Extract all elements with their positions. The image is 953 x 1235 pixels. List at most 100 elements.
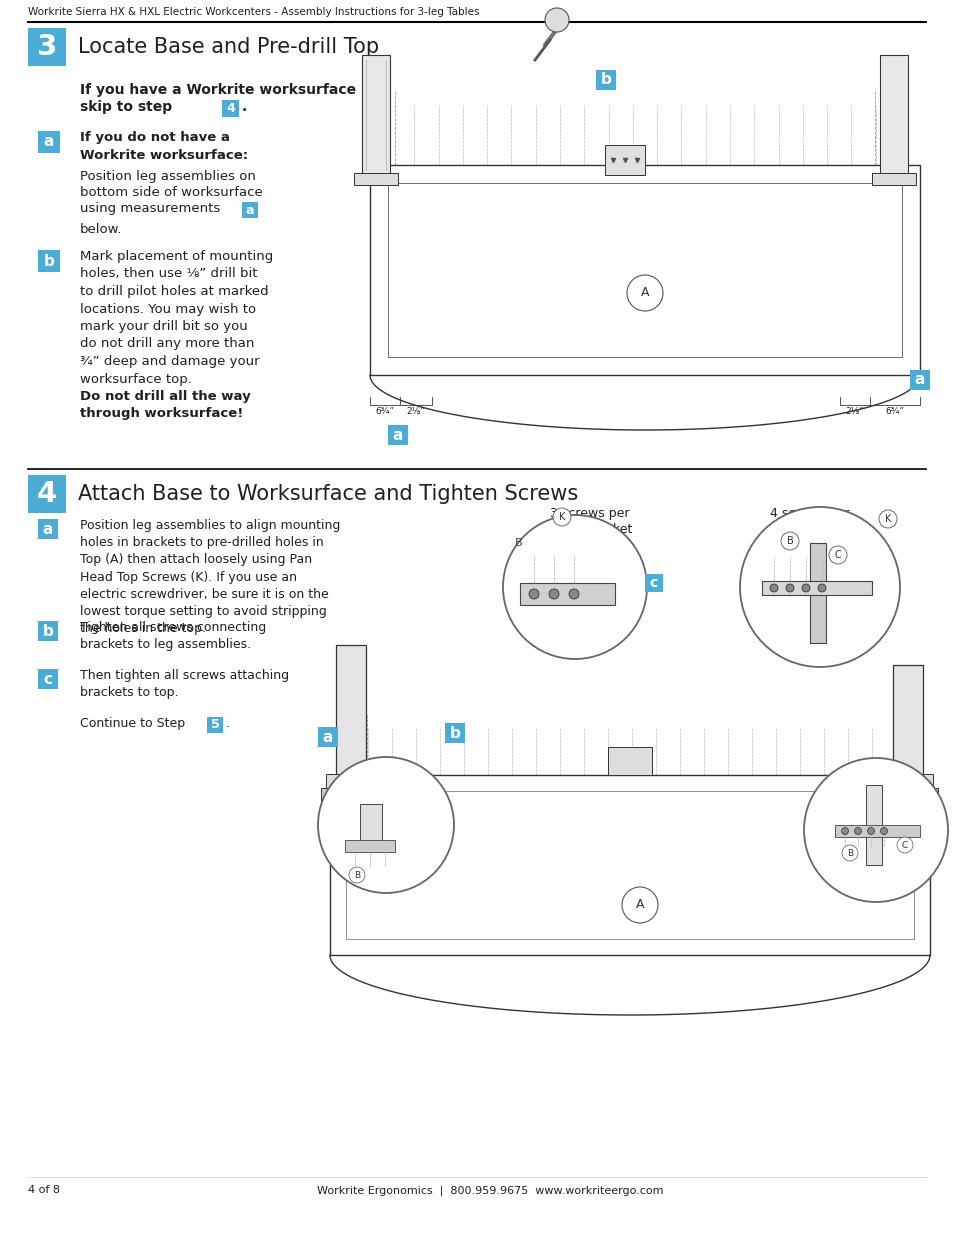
Text: Do not drill all the way
through worksurface!: Do not drill all the way through worksur…	[80, 390, 251, 420]
FancyBboxPatch shape	[388, 425, 408, 445]
Circle shape	[502, 515, 646, 659]
Text: a: a	[393, 427, 403, 442]
Text: below.: below.	[80, 224, 122, 236]
Text: Mark placement of mounting
holes, then use ⅛” drill bit
to drill pilot holes at : Mark placement of mounting holes, then u…	[80, 249, 273, 385]
Bar	[519, 583, 615, 605]
Text: c: c	[649, 576, 658, 590]
FancyBboxPatch shape	[444, 722, 464, 743]
Bar	[761, 580, 871, 595]
Text: using measurements: using measurements	[80, 203, 229, 215]
Text: b: b	[449, 725, 460, 741]
Text: K: K	[558, 513, 564, 522]
Circle shape	[621, 887, 658, 923]
Text: 3: 3	[37, 33, 57, 61]
Text: If you have a Workrite worksurface: If you have a Workrite worksurface	[80, 83, 355, 98]
FancyBboxPatch shape	[38, 519, 58, 538]
FancyBboxPatch shape	[242, 203, 257, 219]
Text: 2⅛”: 2⅛”	[844, 408, 863, 416]
Text: a: a	[914, 373, 924, 388]
Bar	[607, 747, 651, 776]
Circle shape	[878, 510, 896, 529]
Bar	[871, 173, 915, 185]
Bar	[359, 804, 381, 842]
Circle shape	[568, 589, 578, 599]
Text: a: a	[43, 521, 53, 536]
Text: C: C	[834, 550, 841, 559]
Text: b: b	[600, 73, 611, 88]
Text: B: B	[354, 871, 359, 879]
Bar	[320, 788, 380, 803]
Text: Then tighten all screws attaching
brackets to top.: Then tighten all screws attaching bracke…	[80, 669, 289, 699]
Text: If you do not have a
Workrite worksurface:: If you do not have a Workrite worksurfac…	[80, 131, 248, 162]
Text: .: .	[226, 718, 230, 730]
FancyBboxPatch shape	[38, 249, 60, 272]
Text: 4 of 8: 4 of 8	[28, 1186, 60, 1195]
Text: .: .	[242, 100, 247, 114]
Text: Workrite Sierra HX & HXL Electric Workcenters - Assembly Instructions for 3-leg : Workrite Sierra HX & HXL Electric Workce…	[28, 7, 479, 17]
Circle shape	[896, 837, 912, 853]
Circle shape	[785, 584, 793, 592]
Bar	[834, 825, 919, 837]
Text: b: b	[43, 624, 53, 638]
Bar	[892, 664, 923, 776]
FancyBboxPatch shape	[38, 131, 60, 153]
Circle shape	[828, 546, 846, 564]
Bar	[354, 173, 397, 185]
FancyBboxPatch shape	[317, 727, 337, 747]
Circle shape	[740, 508, 899, 667]
Bar	[882, 774, 932, 789]
Circle shape	[801, 584, 809, 592]
Text: a: a	[322, 730, 333, 745]
FancyBboxPatch shape	[38, 669, 58, 689]
Text: Workrite Ergonomics  |  800.959.9675  www.workriteergo.com: Workrite Ergonomics | 800.959.9675 www.w…	[316, 1186, 662, 1195]
Circle shape	[817, 584, 825, 592]
Text: a: a	[44, 135, 54, 149]
Circle shape	[349, 867, 365, 883]
Text: 4: 4	[226, 103, 234, 115]
Text: b: b	[44, 253, 54, 268]
Circle shape	[553, 508, 571, 526]
FancyBboxPatch shape	[909, 370, 929, 390]
Circle shape	[880, 827, 886, 835]
FancyBboxPatch shape	[207, 718, 223, 734]
Bar	[604, 144, 644, 175]
Text: 6¾”: 6¾”	[375, 408, 395, 416]
FancyBboxPatch shape	[28, 475, 66, 513]
Text: Position leg assemblies on: Position leg assemblies on	[80, 170, 255, 183]
Circle shape	[626, 275, 662, 311]
Text: A: A	[640, 287, 649, 300]
Text: 4 screws per
End Bracket: 4 screws per End Bracket	[769, 508, 849, 536]
Text: 3 screws per
Short Bracket: 3 screws per Short Bracket	[547, 508, 632, 536]
Text: bottom side of worksurface: bottom side of worksurface	[80, 186, 262, 199]
Circle shape	[841, 827, 847, 835]
Circle shape	[548, 589, 558, 599]
Text: skip to step: skip to step	[80, 100, 182, 114]
Text: A: A	[635, 899, 643, 911]
Bar	[809, 543, 825, 643]
Circle shape	[544, 7, 568, 32]
Circle shape	[841, 845, 857, 861]
Circle shape	[781, 532, 799, 550]
FancyBboxPatch shape	[222, 100, 239, 117]
Bar	[335, 645, 366, 776]
FancyBboxPatch shape	[28, 28, 66, 65]
Text: Attach Base to Worksurface and Tighten Screws: Attach Base to Worksurface and Tighten S…	[78, 484, 578, 504]
Text: 5: 5	[211, 719, 219, 731]
Text: 6¾”: 6¾”	[884, 408, 903, 416]
Bar	[326, 774, 375, 789]
Text: Tighten all screws connecting
brackets to leg assemblies.: Tighten all screws connecting brackets t…	[80, 621, 266, 651]
Circle shape	[854, 827, 861, 835]
Text: C: C	[901, 841, 907, 850]
Text: B: B	[846, 848, 852, 857]
Circle shape	[769, 584, 778, 592]
Bar	[865, 785, 882, 864]
Text: Position leg assemblies to align mounting
holes in brackets to pre-drilled holes: Position leg assemblies to align mountin…	[80, 519, 340, 635]
Text: Locate Base and Pre-drill Top: Locate Base and Pre-drill Top	[78, 37, 378, 57]
FancyBboxPatch shape	[644, 574, 662, 592]
Bar	[879, 56, 907, 175]
Text: B: B	[786, 536, 793, 546]
Text: B: B	[515, 538, 522, 548]
Text: c: c	[44, 672, 52, 687]
FancyBboxPatch shape	[596, 70, 616, 90]
Bar	[877, 788, 937, 803]
